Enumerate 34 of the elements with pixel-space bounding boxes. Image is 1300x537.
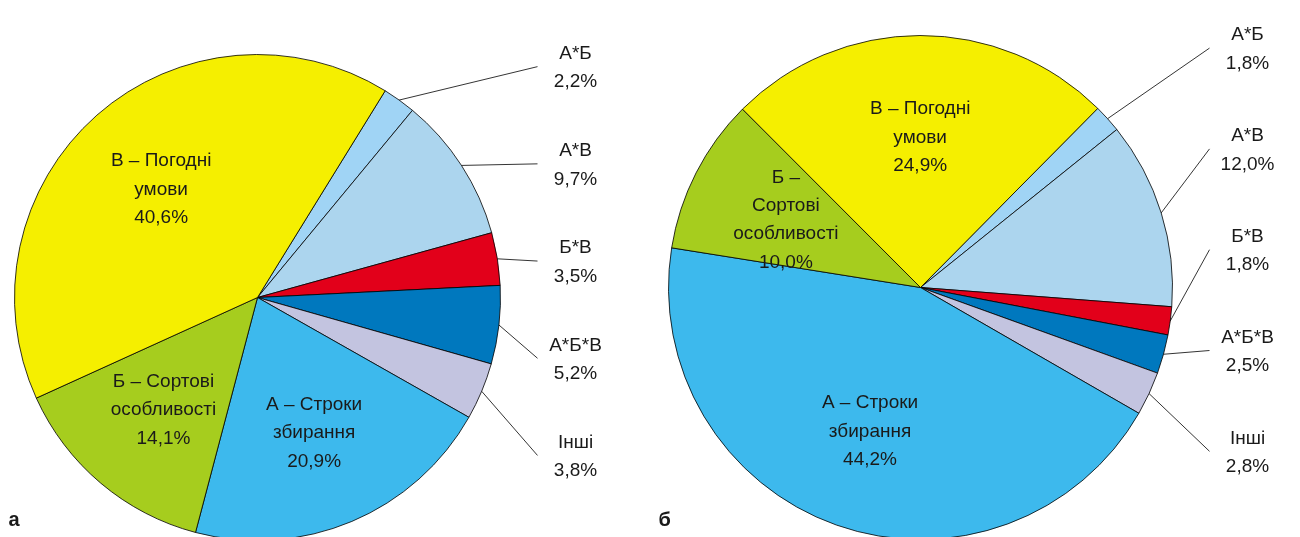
data-label: 44,2% — [843, 447, 898, 469]
slice-label: Б*В — [1231, 225, 1264, 247]
slice-label: А – Строки збирання — [265, 393, 363, 443]
slice-label: А*В — [1231, 124, 1264, 146]
data-label: 24,9% — [893, 154, 948, 176]
slice-label: Б – Сортові особливості — [110, 370, 217, 420]
slice-label: Інші — [1229, 426, 1266, 448]
data-label: 10,0% — [758, 250, 813, 272]
data-label: 20,9% — [287, 449, 342, 471]
data-label: 2,8% — [1225, 454, 1270, 476]
data-label: 3,8% — [553, 459, 598, 481]
text: б — [658, 507, 671, 530]
data-label: 1,8% — [1225, 51, 1270, 73]
slice-label: А*Б*В — [549, 333, 602, 355]
data-label: 2,5% — [1225, 354, 1270, 376]
slice-label: Б*В — [559, 236, 592, 258]
text: а — [8, 507, 21, 530]
data-label: 9,7% — [553, 167, 598, 189]
data-label: 40,6% — [134, 205, 189, 227]
slice-label: А – Строки збирання — [821, 391, 919, 441]
slice-label: А*Б — [1231, 23, 1264, 45]
slice-label: В – Погодні умови — [110, 149, 212, 199]
slice-label: В – Погодні умови — [869, 97, 971, 147]
slice-label: А*Б*В — [1221, 325, 1274, 347]
slice-label: Б – Сортові особливості — [733, 165, 839, 244]
slice-label: Інші — [557, 430, 594, 452]
data-label: 2,2% — [553, 70, 598, 92]
data-label: 12,0% — [1220, 152, 1275, 174]
data-label: 1,8% — [1225, 253, 1270, 275]
slice-label: А*В — [559, 139, 592, 161]
data-label: 5,2% — [553, 361, 598, 383]
data-label: 3,5% — [553, 264, 598, 286]
slice-label: А*Б — [559, 41, 592, 63]
data-label: 14,1% — [136, 426, 191, 448]
